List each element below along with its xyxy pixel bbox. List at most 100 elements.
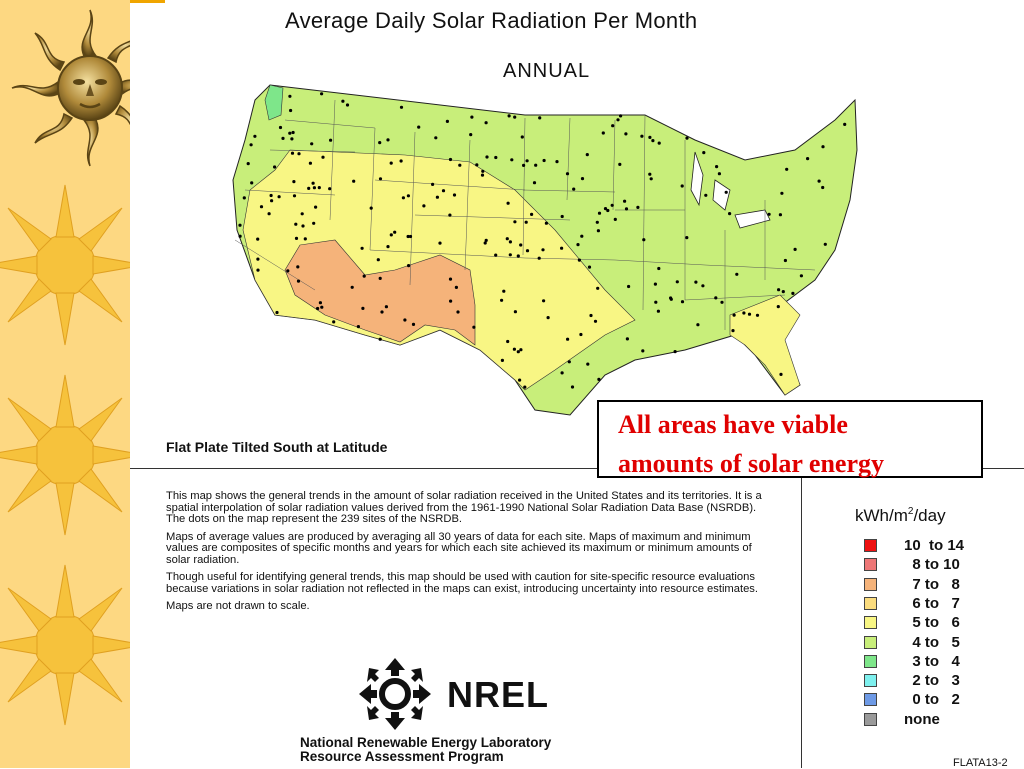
- site-dot: [572, 187, 576, 191]
- site-dot: [513, 220, 517, 224]
- site-dot: [301, 224, 305, 228]
- site-dot: [291, 130, 295, 135]
- site-dot: [318, 301, 322, 305]
- site-dot: [316, 306, 320, 311]
- site-dot: [755, 313, 760, 317]
- site-dot: [714, 296, 718, 300]
- site-dot: [458, 163, 462, 167]
- site-dot: [384, 305, 388, 309]
- legend-swatch: [864, 674, 877, 688]
- site-dot: [675, 280, 679, 284]
- zone-7-8: [284, 239, 476, 346]
- site-dot: [778, 213, 783, 217]
- site-dot: [256, 257, 260, 261]
- site-dot: [623, 199, 627, 203]
- site-dot: [448, 157, 453, 162]
- site-dot: [696, 323, 700, 327]
- nsrdb-site-dots: [238, 92, 847, 389]
- site-dot: [596, 229, 600, 233]
- site-dot: [360, 246, 364, 250]
- site-dot: [532, 181, 537, 185]
- divider-horizontal: [130, 468, 1024, 469]
- site-dot: [456, 310, 460, 314]
- site-dot: [452, 193, 457, 197]
- site-dot: [288, 94, 292, 98]
- site-dot: [445, 119, 449, 123]
- site-dot: [781, 290, 785, 294]
- site-dot: [680, 184, 684, 188]
- site-dot: [290, 137, 294, 141]
- legend-label: 3 to 4: [904, 652, 960, 670]
- site-dot: [555, 160, 559, 164]
- site-dot: [597, 377, 601, 381]
- site-dot: [329, 138, 333, 142]
- site-dot: [332, 320, 336, 324]
- site-dot: [567, 360, 571, 364]
- site-dot: [256, 268, 260, 272]
- site-dot: [627, 284, 631, 289]
- site-dot: [435, 195, 439, 199]
- page-title: Average Daily Solar Radiation Per Month: [285, 8, 698, 33]
- site-dot: [520, 135, 524, 139]
- legend-label: 0 to 2: [904, 691, 960, 709]
- site-dot: [530, 212, 534, 216]
- legend-swatch: [864, 558, 877, 572]
- site-dot: [386, 245, 390, 249]
- site-dot: [361, 306, 365, 310]
- site-dot: [292, 194, 297, 198]
- site-dot: [485, 155, 489, 159]
- site-dot: [680, 300, 685, 304]
- site-dot: [806, 157, 810, 161]
- site-dot: [580, 177, 585, 181]
- site-dot: [685, 236, 689, 240]
- site-dot: [821, 145, 825, 149]
- site-dot: [362, 274, 366, 278]
- map-caption: Flat Plate Tilted South at Latitude: [166, 439, 388, 455]
- site-dot: [312, 221, 316, 225]
- site-dot: [303, 237, 307, 241]
- site-dot: [657, 266, 661, 271]
- site-dot: [286, 269, 290, 273]
- zone-5-6-southeast: [729, 294, 801, 396]
- site-dot: [480, 173, 485, 177]
- site-dot: [308, 161, 312, 165]
- site-dot: [546, 316, 550, 320]
- site-dot: [720, 300, 724, 304]
- site-dot: [389, 233, 393, 237]
- site-dot: [780, 191, 784, 195]
- site-dot: [799, 274, 804, 278]
- site-dot: [648, 135, 652, 139]
- site-dot: [320, 305, 324, 309]
- legend-label: 7 to 8: [904, 575, 960, 593]
- site-dot: [288, 131, 292, 135]
- site-dot: [256, 237, 260, 241]
- site-dot: [715, 165, 719, 169]
- site-dot: [570, 385, 575, 389]
- site-dot: [649, 177, 653, 181]
- site-dot: [577, 258, 581, 262]
- nrel-logo: NREL: [359, 658, 548, 730]
- site-dot: [642, 238, 646, 242]
- site-dot: [406, 234, 410, 239]
- site-dot: [776, 305, 780, 309]
- site-dot: [624, 207, 629, 211]
- description-paragraph: Maps are not drawn to scale.: [166, 600, 310, 612]
- site-dot: [431, 182, 435, 186]
- site-dot: [249, 143, 253, 147]
- site-dot: [606, 208, 610, 213]
- site-dot: [585, 153, 589, 157]
- site-dot: [560, 371, 564, 375]
- site-dot: [657, 141, 661, 145]
- site-dot: [500, 358, 504, 362]
- site-dot: [777, 288, 781, 292]
- site-dot: [516, 350, 520, 354]
- legend-swatch: [864, 539, 877, 552]
- site-dot: [544, 221, 548, 225]
- divider-vertical: [801, 468, 802, 768]
- map-subtitle: ANNUAL: [503, 60, 591, 82]
- site-dot: [611, 124, 615, 128]
- site-dot: [653, 282, 657, 286]
- site-dot: [317, 186, 321, 190]
- description-paragraph: Though useful for identifying general tr…: [166, 571, 759, 595]
- site-dot: [312, 186, 316, 190]
